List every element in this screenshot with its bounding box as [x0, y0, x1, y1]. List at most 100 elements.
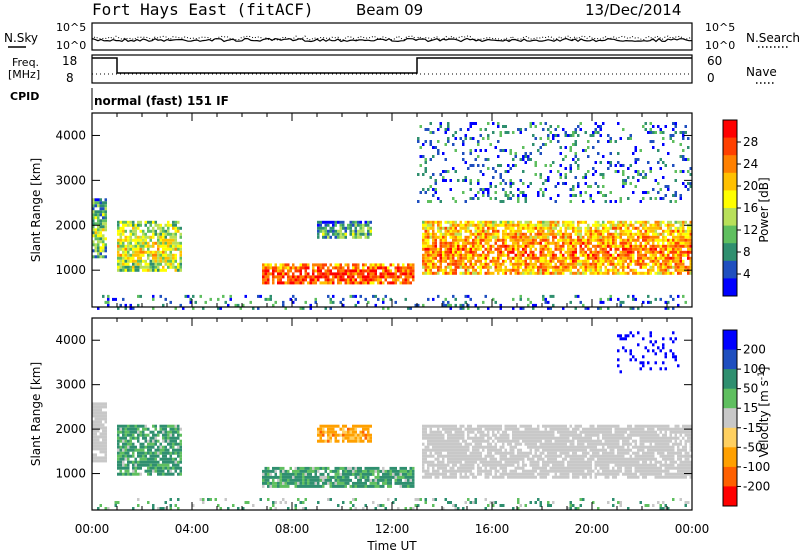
range-cell — [122, 238, 125, 242]
range-cell — [552, 235, 555, 239]
range-cell — [582, 149, 585, 152]
range-cell — [452, 229, 455, 233]
range-cell — [397, 472, 400, 476]
range-cell — [444, 220, 447, 224]
range-cell — [524, 241, 527, 245]
range-cell — [594, 253, 597, 257]
range-cell — [487, 463, 490, 467]
range-cell — [139, 244, 142, 248]
range-cell — [322, 439, 325, 443]
range-cell — [442, 253, 445, 257]
range-cell — [477, 164, 480, 167]
range-cell — [154, 265, 157, 269]
range-cell — [312, 272, 315, 276]
range-cell — [367, 439, 370, 443]
range-cell — [624, 241, 627, 245]
range-cell — [632, 152, 635, 155]
range-cell — [524, 152, 527, 155]
range-cell — [312, 263, 315, 267]
range-cell — [454, 137, 457, 140]
range-cell — [307, 481, 310, 485]
range-cell — [129, 244, 132, 248]
freq-right-tick-low: 0 — [707, 71, 715, 85]
range-cell — [167, 460, 170, 464]
range-cell — [622, 271, 625, 275]
range-cell — [357, 466, 360, 470]
range-cell — [159, 253, 162, 257]
range-cell — [412, 263, 415, 267]
range-cell — [619, 223, 622, 227]
range-cell — [454, 475, 457, 479]
range-cell — [589, 250, 592, 254]
range-cell — [504, 182, 507, 185]
range-cell — [452, 197, 455, 200]
range-cell — [477, 226, 480, 230]
range-cell — [532, 134, 535, 137]
range-cell — [577, 235, 580, 239]
range-cell — [442, 427, 445, 431]
range-cell — [667, 223, 670, 227]
range-cell — [169, 445, 172, 449]
range-cell — [322, 466, 325, 470]
range-cell — [489, 244, 492, 248]
range-cell — [504, 253, 507, 257]
range-cell — [587, 232, 590, 236]
range-cell — [684, 158, 687, 161]
range-cell — [629, 250, 632, 254]
range-cell — [687, 137, 690, 140]
noise-left-tick-low: 10^0 — [56, 39, 86, 52]
range-cell — [177, 445, 180, 449]
range-cell — [127, 442, 130, 446]
range-cell — [484, 294, 487, 298]
range-cell — [132, 460, 135, 464]
range-cell — [349, 220, 352, 224]
range-cell — [594, 262, 597, 266]
range-cell — [489, 247, 492, 251]
range-cell — [452, 259, 455, 263]
range-cell — [522, 436, 525, 440]
range-cell — [132, 238, 135, 242]
range-cell — [459, 303, 462, 307]
range-cell — [509, 247, 512, 251]
range-cell — [507, 220, 510, 224]
range-cell — [142, 232, 145, 236]
range-cell — [92, 444, 95, 448]
range-cell — [472, 271, 475, 275]
range-cell — [124, 238, 127, 242]
range-cell — [92, 216, 95, 220]
range-cell — [239, 306, 242, 310]
range-cell — [344, 472, 347, 476]
range-cell — [149, 469, 152, 473]
range-cell — [319, 220, 322, 224]
range-cell — [119, 457, 122, 461]
range-cell — [274, 469, 277, 473]
range-cell — [577, 229, 580, 233]
range-cell — [97, 426, 100, 430]
range-cell — [554, 134, 557, 137]
range-cell — [312, 281, 315, 285]
range-cell — [587, 306, 590, 310]
range-cell — [527, 424, 530, 428]
range-cell — [544, 238, 547, 242]
range-cell — [287, 281, 290, 285]
range-cell — [437, 442, 440, 446]
range-cell — [172, 235, 175, 239]
range-cell — [149, 259, 152, 263]
range-cell — [547, 229, 550, 233]
range-cell — [627, 235, 630, 239]
range-cell — [357, 439, 360, 443]
range-cell — [474, 268, 477, 272]
range-cell — [349, 275, 352, 279]
range-cell — [517, 188, 520, 191]
range-cell — [602, 194, 605, 197]
range-cell — [314, 300, 317, 304]
range-cell — [454, 250, 457, 254]
range-cell — [354, 281, 357, 285]
range-cell — [612, 238, 615, 242]
range-cell — [452, 436, 455, 440]
range-cell — [597, 256, 600, 260]
range-cell — [462, 244, 465, 248]
range-cell — [282, 469, 285, 473]
range-cell — [152, 294, 155, 298]
range-cell — [634, 297, 637, 301]
